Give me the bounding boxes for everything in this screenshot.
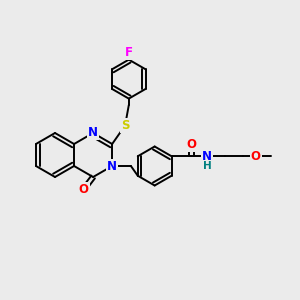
Text: F: F <box>125 46 133 59</box>
Text: O: O <box>79 183 88 196</box>
Text: N: N <box>107 160 117 172</box>
Text: N: N <box>202 150 212 163</box>
Text: O: O <box>186 138 196 151</box>
Text: O: O <box>251 150 261 163</box>
Text: H: H <box>203 161 212 171</box>
Text: N: N <box>88 127 98 140</box>
Text: S: S <box>121 119 129 132</box>
